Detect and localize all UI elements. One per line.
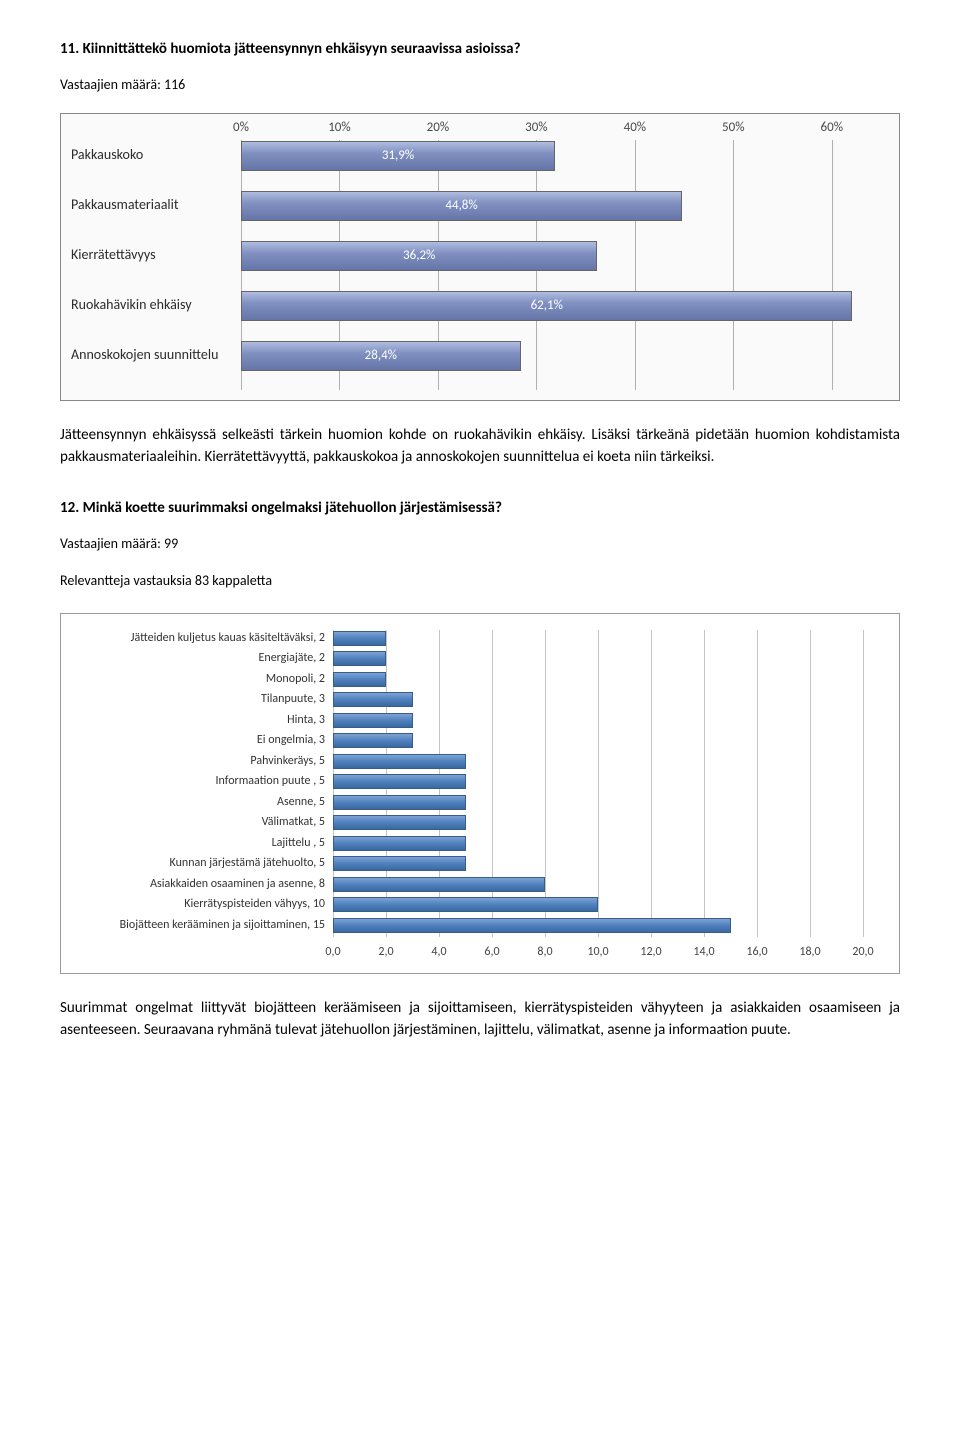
chart2-category-label: Asenne, 5 — [69, 795, 325, 810]
q11-chart: 0%10%20%30%40%50%60%Pakkauskoko31,9%Pakk… — [60, 113, 900, 401]
chart2-bar — [333, 877, 545, 892]
chart1-tick-label: 10% — [328, 120, 350, 135]
chart2-row: Monopoli, 2 — [333, 671, 863, 688]
chart2-category-label: Ei ongelmia, 3 — [69, 733, 325, 748]
q12-resp-count: Vastaajien määrä: 99 — [60, 535, 900, 552]
chart2-bar — [333, 856, 466, 871]
q11-title: 11. Kiinnittättekö huomiota jätteensynny… — [60, 40, 900, 58]
chart2-tick-label: 12,0 — [640, 945, 661, 959]
chart2-row: Biojätteen kerääminen ja sijoittaminen, … — [333, 917, 863, 934]
chart1-row: Pakkauskoko31,9% — [241, 140, 881, 170]
chart2-row: Pahvinkeräys, 5 — [333, 753, 863, 770]
chart1-category-label: Kierrätettävyys — [71, 246, 231, 263]
chart1-tick-label: 30% — [525, 120, 547, 135]
chart2-category-label: Biojätteen kerääminen ja sijoittaminen, … — [69, 918, 325, 933]
chart2-row: Kierrätyspisteiden vähyys, 10 — [333, 896, 863, 913]
chart2-bar — [333, 713, 413, 728]
q12-relevant: Relevantteja vastauksia 83 kappaletta — [60, 572, 900, 589]
chart2-category-label: Tilanpuute, 3 — [69, 692, 325, 707]
chart2-bar — [333, 815, 466, 830]
chart1-category-label: Annoskokojen suunnittelu — [71, 346, 231, 363]
chart2-category-label: Kunnan järjestämä jätehuolto, 5 — [69, 856, 325, 871]
chart2-tick-label: 10,0 — [587, 945, 608, 959]
chart2-tick-label: 20,0 — [852, 945, 873, 959]
chart2-row: Informaation puute , 5 — [333, 773, 863, 790]
chart2-category-label: Välimatkat, 5 — [69, 815, 325, 830]
chart2-bar — [333, 774, 466, 789]
q12-paragraph: Suurimmat ongelmat liittyvät biojätteen … — [60, 998, 900, 1042]
chart1-row: Annoskokojen suunnittelu28,4% — [241, 340, 881, 370]
chart1-category-label: Pakkauskoko — [71, 146, 231, 163]
chart1-bar: 62,1% — [241, 291, 852, 321]
chart1-tick-label: 60% — [821, 120, 843, 135]
chart2-category-label: Lajittelu , 5 — [69, 836, 325, 851]
chart2-bar — [333, 918, 731, 933]
chart2-tick-label: 18,0 — [799, 945, 820, 959]
chart2-row: Hinta, 3 — [333, 712, 863, 729]
chart2-row: Ei ongelmia, 3 — [333, 732, 863, 749]
chart2-category-label: Jätteiden kuljetus kauas käsiteltäväksi,… — [69, 631, 325, 646]
q11-paragraph: Jätteensynnyn ehkäisyssä selkeästi tärke… — [60, 425, 900, 469]
chart1-value-label: 28,4% — [365, 348, 397, 363]
chart2-row: Välimatkat, 5 — [333, 814, 863, 831]
chart2-row: Lajittelu , 5 — [333, 835, 863, 852]
chart1-tick-label: 40% — [624, 120, 646, 135]
chart2-row: Asenne, 5 — [333, 794, 863, 811]
chart1-value-label: 31,9% — [382, 148, 414, 163]
q11-resp-count: Vastaajien määrä: 116 — [60, 76, 900, 93]
chart2-tick-label: 16,0 — [746, 945, 767, 959]
chart1-value-label: 36,2% — [403, 248, 435, 263]
chart1-category-label: Pakkausmateriaalit — [71, 196, 231, 213]
chart2-bar — [333, 692, 413, 707]
chart2-bar — [333, 897, 598, 912]
chart2-gridline — [863, 630, 864, 938]
chart2-tick-label: 14,0 — [693, 945, 714, 959]
chart2-category-label: Asiakkaiden osaaminen ja asenne, 8 — [69, 877, 325, 892]
chart1-tick-label: 0% — [233, 120, 249, 135]
chart2-category-label: Kierrätyspisteiden vähyys, 10 — [69, 897, 325, 912]
chart2-row: Energiajäte, 2 — [333, 650, 863, 667]
chart2-bar — [333, 754, 466, 769]
chart2-bar — [333, 795, 466, 810]
chart1-row: Ruokahävikin ehkäisy62,1% — [241, 290, 881, 320]
chart1-row: Kierrätettävyys36,2% — [241, 240, 881, 270]
chart2-category-label: Energiajäte, 2 — [69, 651, 325, 666]
chart2-category-label: Hinta, 3 — [69, 713, 325, 728]
chart1-row: Pakkausmateriaalit44,8% — [241, 190, 881, 220]
chart1-value-label: 44,8% — [445, 198, 477, 213]
chart1-tick-label: 20% — [427, 120, 449, 135]
chart2-bar — [333, 631, 386, 646]
q12-title: 12. Minkä koette suurimmaksi ongelmaksi … — [60, 499, 900, 517]
chart2-bar — [333, 836, 466, 851]
chart2-row: Asiakkaiden osaaminen ja asenne, 8 — [333, 876, 863, 893]
chart2-bar — [333, 733, 413, 748]
chart2-category-label: Monopoli, 2 — [69, 672, 325, 687]
chart1-bar: 28,4% — [241, 341, 521, 371]
chart2-row: Jätteiden kuljetus kauas käsiteltäväksi,… — [333, 630, 863, 647]
chart2-tick-label: 2,0 — [378, 945, 393, 959]
chart2-tick-label: 8,0 — [537, 945, 552, 959]
chart1-category-label: Ruokahävikin ehkäisy — [71, 296, 231, 313]
chart1-bar: 44,8% — [241, 191, 682, 221]
chart2-tick-label: 4,0 — [431, 945, 446, 959]
chart2-bar — [333, 651, 386, 666]
chart1-bar: 36,2% — [241, 241, 597, 271]
chart2-category-label: Pahvinkeräys, 5 — [69, 754, 325, 769]
chart1-tick-label: 50% — [722, 120, 744, 135]
chart2-tick-label: 0,0 — [325, 945, 340, 959]
chart1-value-label: 62,1% — [531, 298, 563, 313]
chart2-category-label: Informaation puute , 5 — [69, 774, 325, 789]
chart1-bar: 31,9% — [241, 141, 555, 171]
q12-chart: 0,0 2,0 4,0 6,0 8,0 10,0 12,0 14,0 16,0 18,0 20,0 J… — [60, 613, 900, 975]
chart2-row: Tilanpuute, 3 — [333, 691, 863, 708]
chart2-tick-label: 6,0 — [484, 945, 499, 959]
chart2-bar — [333, 672, 386, 687]
chart2-row: Kunnan järjestämä jätehuolto, 5 — [333, 855, 863, 872]
